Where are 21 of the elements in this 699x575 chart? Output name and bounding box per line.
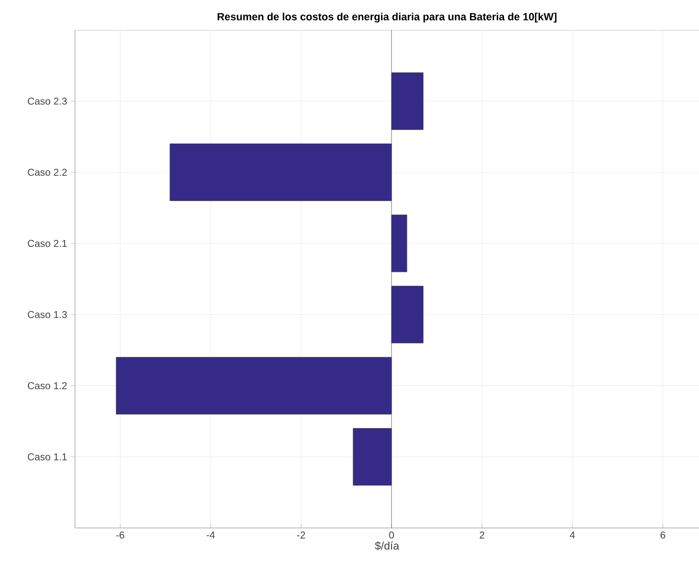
bar: [116, 357, 392, 414]
x-tick-label: 0: [389, 532, 394, 539]
chart-title: Resumen de los costos de energia diaria para una Bateria de 10[kW]: [218, 12, 556, 22]
y-tick-label: Caso 1.2: [28, 382, 67, 390]
y-tick-label: Caso 2.2: [28, 168, 67, 176]
y-tick-label: Caso 2.1: [28, 240, 67, 247]
bar: [391, 72, 424, 130]
bar: [391, 286, 424, 344]
x-tick-label: 4: [570, 532, 575, 538]
x-axis-title: $/día: [374, 541, 400, 550]
bar: [391, 214, 408, 272]
x-tick-label: 6: [660, 532, 666, 539]
y-tick-label: Caso 1.3: [28, 311, 67, 318]
x-tick-label: -2: [297, 532, 306, 538]
bar: [170, 144, 392, 201]
x-tick-label: -4: [206, 532, 215, 538]
bar: [352, 428, 392, 486]
x-tick-label: -6: [116, 532, 124, 539]
y-tick-label: Caso 1.1: [28, 453, 67, 460]
x-tick-label: 2: [480, 532, 484, 538]
y-tick-label: Caso 2.3: [28, 98, 67, 105]
